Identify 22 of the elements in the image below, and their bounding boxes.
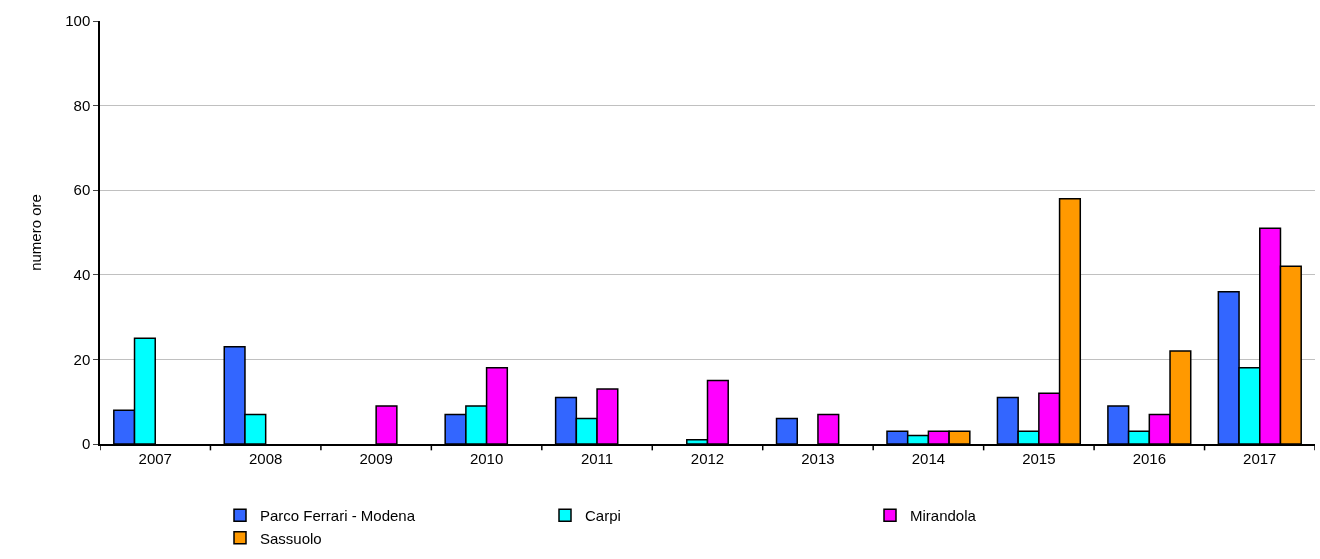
y-tick-label: 80 bbox=[73, 96, 91, 114]
y-axis-title: numero ore bbox=[26, 194, 44, 271]
x-tick-label: 2017 bbox=[1243, 449, 1277, 467]
x-tick-label: 2014 bbox=[911, 449, 946, 467]
y-tick-label: 40 bbox=[73, 266, 91, 284]
x-tick-label: 2015 bbox=[1022, 449, 1056, 467]
x-tick-label: 2012 bbox=[690, 449, 725, 467]
x-tick-label: 2008 bbox=[248, 449, 283, 467]
legend-label: Mirandola bbox=[910, 507, 977, 525]
x-tick-label: 2007 bbox=[138, 449, 172, 467]
x-tick-label: 2016 bbox=[1132, 449, 1167, 467]
x-tick-label: 2009 bbox=[359, 449, 393, 467]
y-tick-label: 20 bbox=[73, 350, 91, 368]
legend-label: Carpi bbox=[585, 507, 621, 525]
x-tick-label: 2013 bbox=[801, 449, 835, 467]
y-tick-label: 60 bbox=[73, 181, 91, 199]
x-tick-label: 2010 bbox=[469, 449, 504, 467]
y-tick-label: 100 bbox=[65, 12, 91, 30]
x-tick-label: 2011 bbox=[580, 449, 614, 467]
legend-label: Parco Ferrari - Modena bbox=[260, 507, 416, 525]
y-tick-label: 0 bbox=[81, 435, 91, 453]
legend-label: Sassuolo bbox=[260, 529, 322, 547]
